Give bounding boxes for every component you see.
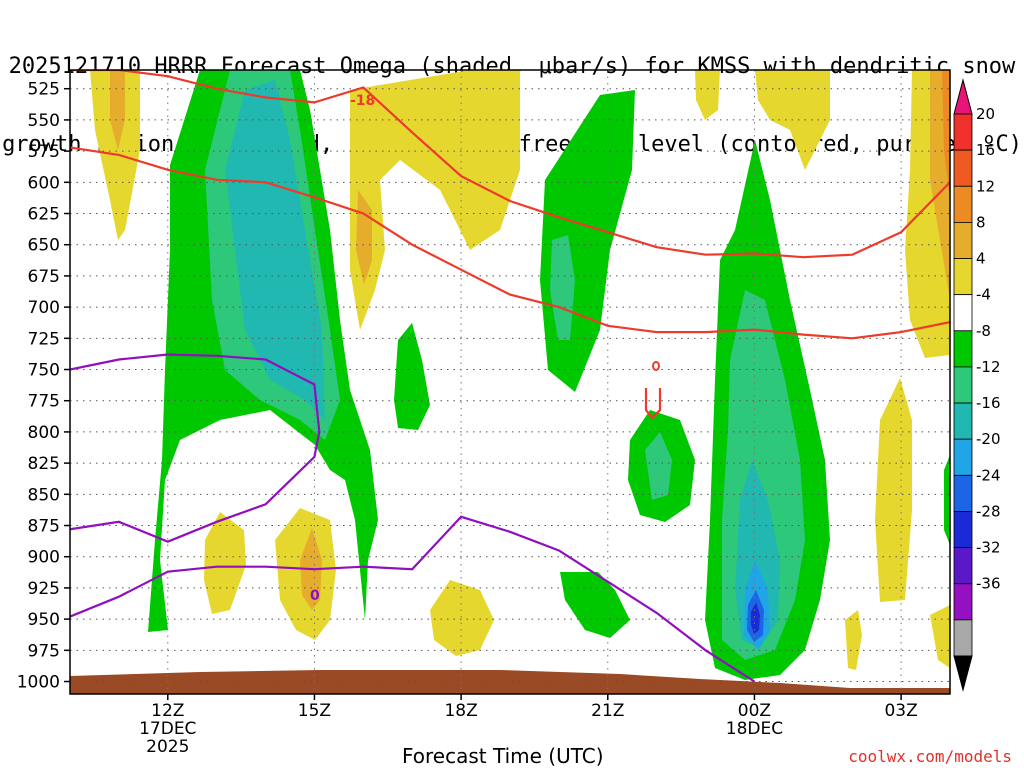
omega-positive-peak [356, 190, 372, 285]
y-tick-label: 625 [28, 205, 60, 225]
x-tick-label: 18Z [444, 701, 477, 721]
colorbar-tick-label: -36 [976, 575, 1001, 593]
omega-positive-area [204, 512, 246, 614]
y-tick-label: 775 [28, 392, 60, 412]
y-tick-label: 650 [28, 236, 60, 256]
colorbar-segment [953, 185, 973, 223]
contour-lines [70, 70, 950, 683]
colorbar-tick-label: -32 [976, 539, 1001, 557]
omega-positive-area [875, 378, 912, 602]
colorbar-tick-label: 4 [976, 250, 986, 268]
x-tick-date: 17DEC [139, 719, 196, 739]
colorbar-tick-label: 8 [976, 213, 986, 231]
colorbar-segment [953, 583, 973, 621]
colorbar-segment [953, 221, 973, 259]
dgz-contour-label: -18 [350, 93, 375, 109]
colorbar-tick-label: 16 [976, 141, 995, 159]
y-tick-label: 675 [28, 267, 60, 287]
colorbar-segment [953, 619, 973, 657]
x-tick-label: 15Z [298, 701, 331, 721]
omega-shading [90, 70, 950, 680]
y-tick-label: 825 [28, 454, 60, 474]
y-tick-label: 875 [28, 517, 60, 537]
colorbar-segment [953, 258, 973, 296]
omega-positive-area [845, 610, 862, 670]
omega-negative-area [751, 602, 760, 634]
colorbar-segment [953, 438, 973, 476]
y-tick-label: 850 [28, 485, 60, 505]
x-tick-label: 21Z [591, 701, 624, 721]
plot-frame [69, 69, 951, 695]
contour-freezing_upper [70, 353, 321, 543]
freezing-contour-label: 0 [310, 588, 320, 604]
colorbar: 20 16 12 8 4 -4 -8 -12 -16 -20 -24 -28 -32 -36 [953, 78, 1001, 692]
colorbar-tick-label: -28 [976, 502, 1001, 520]
y-tick-label: 900 [28, 548, 60, 568]
y-tick-label: 975 [28, 641, 60, 661]
colorbar-tick-label: -4 [976, 286, 991, 304]
x-tick-label: 00Z [738, 701, 771, 721]
omega-positive-area [695, 70, 720, 120]
colorbar-min-arrow [953, 655, 973, 692]
contour-dgz_top [70, 70, 950, 259]
x-axis-label: Forecast Time (UTC) [402, 744, 604, 768]
omega-negative-area [645, 432, 672, 500]
x-tick-label: 12Z [151, 701, 184, 721]
dgz-closed-contour [644, 388, 662, 420]
omega-negative-area [944, 455, 950, 545]
credit-link[interactable]: coolwx.com/models [848, 747, 1012, 766]
y-tick-label: 800 [28, 423, 60, 443]
colorbar-tick-label: -20 [976, 430, 1001, 448]
grid [70, 70, 950, 694]
colorbar-tick-label: -24 [976, 466, 1001, 484]
colorbar-segment [953, 113, 973, 151]
y-tick-label: 575 [28, 142, 60, 162]
y-tick-label: 700 [28, 298, 60, 318]
terrain-fill [70, 670, 950, 694]
colorbar-max-arrow [953, 78, 973, 115]
omega-negative-area [550, 235, 575, 340]
colorbar-tick-label: 12 [976, 177, 995, 195]
colorbar-segment [953, 330, 973, 368]
contour-freezing_lower [70, 515, 755, 683]
colorbar-segment [953, 149, 973, 187]
omega-positive-area [430, 580, 494, 656]
y-axis: 525 550 575 600 625 650 675 700 725 750 775 800 825 8… [17, 80, 70, 693]
colorbar-segment [953, 474, 973, 512]
colorbar-segment [953, 366, 973, 404]
colorbar-tick-label: -12 [976, 358, 1001, 376]
omega-positive-area [350, 70, 520, 330]
x-tick-label: 03Z [884, 701, 917, 721]
y-tick-label: 600 [28, 173, 60, 193]
colorbar-tick-label: -8 [976, 322, 991, 340]
omega-negative-area [394, 323, 430, 430]
y-tick-label: 525 [28, 80, 60, 100]
omega-positive-peak [110, 70, 125, 150]
y-tick-label: 550 [28, 111, 60, 131]
colorbar-tick-label: 20 [976, 105, 995, 123]
omega-negative-area [225, 80, 325, 420]
colorbar-segment [953, 294, 973, 332]
x-tick-year: 2025 [146, 737, 189, 757]
y-tick-label: 925 [28, 579, 60, 599]
x-tick-date: 18DEC [726, 719, 783, 739]
colorbar-segment [953, 402, 973, 440]
y-tick-label: 725 [28, 329, 60, 349]
colorbar-segment [953, 511, 973, 549]
contour-dgz_bottom [70, 146, 950, 340]
dgz-small-loop [652, 361, 661, 371]
omega-negative-area [560, 572, 630, 638]
omega-positive-area [930, 605, 950, 668]
colorbar-tick-label: -16 [976, 394, 1001, 412]
y-tick-label: 1000 [17, 673, 60, 693]
omega-positive-peak [942, 70, 950, 200]
colorbar-segment [953, 547, 973, 585]
y-tick-label: 750 [28, 361, 60, 381]
y-tick-label: 950 [28, 610, 60, 630]
